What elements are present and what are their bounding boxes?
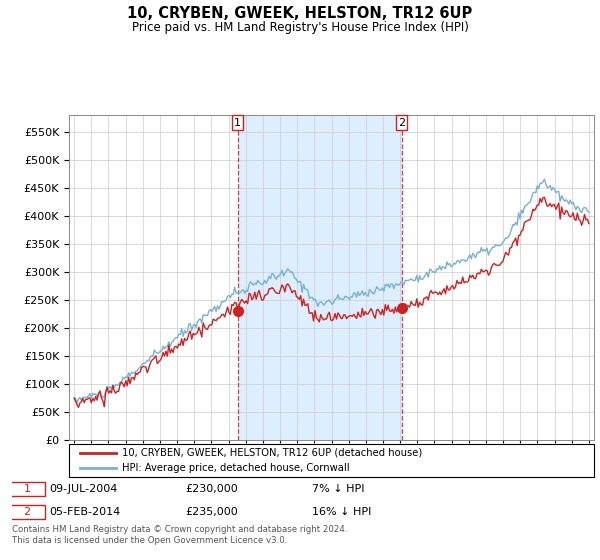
Text: HPI: Average price, detached house, Cornwall: HPI: Average price, detached house, Corn… [121,463,349,473]
Text: Price paid vs. HM Land Registry's House Price Index (HPI): Price paid vs. HM Land Registry's House … [131,21,469,34]
Text: 09-JUL-2004: 09-JUL-2004 [49,484,118,494]
Text: £230,000: £230,000 [185,484,238,494]
Text: 10, CRYBEN, GWEEK, HELSTON, TR12 6UP: 10, CRYBEN, GWEEK, HELSTON, TR12 6UP [127,6,473,21]
Text: 2: 2 [23,507,31,517]
Text: 1: 1 [23,484,31,494]
FancyBboxPatch shape [9,505,45,519]
Bar [238,115,401,440]
Text: £235,000: £235,000 [185,507,238,517]
Text: 10, CRYBEN, GWEEK, HELSTON, TR12 6UP (detached house): 10, CRYBEN, GWEEK, HELSTON, TR12 6UP (de… [121,448,422,458]
Text: 7% ↓ HPI: 7% ↓ HPI [311,484,364,494]
Text: 05-FEB-2014: 05-FEB-2014 [49,507,121,517]
Text: 2: 2 [398,118,405,128]
FancyBboxPatch shape [9,482,45,496]
Text: 1: 1 [234,118,241,128]
FancyBboxPatch shape [69,444,594,477]
Text: 16% ↓ HPI: 16% ↓ HPI [311,507,371,517]
Text: Contains HM Land Registry data © Crown copyright and database right 2024.
This d: Contains HM Land Registry data © Crown c… [12,525,347,545]
